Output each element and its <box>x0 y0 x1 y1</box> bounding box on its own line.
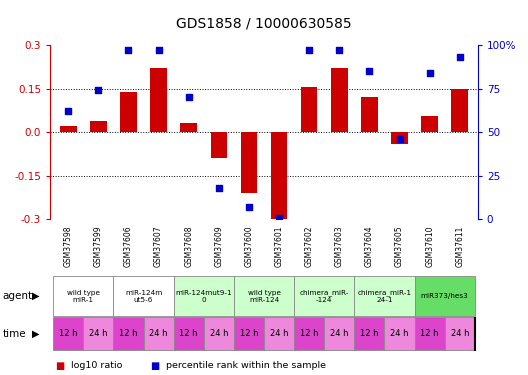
Bar <box>174 276 234 316</box>
Bar <box>114 317 144 350</box>
Text: chimera_miR-
-124: chimera_miR- -124 <box>299 290 349 303</box>
Bar <box>421 116 438 132</box>
Bar <box>264 317 294 350</box>
Text: GSM37610: GSM37610 <box>425 226 434 267</box>
Text: GSM37608: GSM37608 <box>184 226 193 267</box>
Bar <box>354 317 384 350</box>
Text: percentile rank within the sample: percentile rank within the sample <box>166 361 326 370</box>
Text: ▶: ▶ <box>32 329 40 339</box>
Text: 12 h: 12 h <box>59 329 78 338</box>
Text: chimera_miR-1
24-1: chimera_miR-1 24-1 <box>357 290 411 303</box>
Text: GSM37609: GSM37609 <box>214 226 223 267</box>
Bar <box>451 88 468 132</box>
Bar <box>234 317 264 350</box>
Text: 12 h: 12 h <box>360 329 379 338</box>
Bar <box>391 132 408 144</box>
Bar <box>53 317 83 350</box>
Bar <box>324 317 354 350</box>
Text: GSM37605: GSM37605 <box>395 226 404 267</box>
Text: agent: agent <box>3 291 33 301</box>
Point <box>456 54 464 60</box>
Text: 12 h: 12 h <box>180 329 198 338</box>
Bar <box>120 92 137 132</box>
Bar <box>204 317 234 350</box>
Bar <box>83 317 114 350</box>
Text: GDS1858 / 10000630585: GDS1858 / 10000630585 <box>176 17 352 31</box>
Point <box>184 94 193 100</box>
Bar <box>445 317 475 350</box>
Bar <box>241 132 257 193</box>
Text: 12 h: 12 h <box>119 329 138 338</box>
Bar <box>271 132 287 219</box>
Point <box>335 47 344 53</box>
Bar <box>294 276 354 316</box>
Point <box>214 185 223 191</box>
Text: GSM37599: GSM37599 <box>94 226 103 267</box>
Text: GSM37606: GSM37606 <box>124 226 133 267</box>
Point <box>395 136 404 142</box>
Bar <box>384 317 414 350</box>
Bar <box>53 276 114 316</box>
Point <box>64 108 72 114</box>
Text: 12 h: 12 h <box>300 329 318 338</box>
Text: GSM37604: GSM37604 <box>365 226 374 267</box>
Bar <box>211 132 227 158</box>
Text: GSM37600: GSM37600 <box>244 226 253 267</box>
Text: ■: ■ <box>55 361 65 370</box>
Bar <box>150 68 167 132</box>
Text: 24 h: 24 h <box>210 329 228 338</box>
Text: 24 h: 24 h <box>390 329 409 338</box>
Text: GSM37607: GSM37607 <box>154 226 163 267</box>
Text: 24 h: 24 h <box>89 329 108 338</box>
Point <box>365 68 374 74</box>
Bar <box>294 317 324 350</box>
Bar <box>60 126 77 132</box>
Text: GSM37611: GSM37611 <box>455 226 464 267</box>
Point <box>94 87 102 93</box>
Bar <box>144 317 174 350</box>
Text: GSM37601: GSM37601 <box>275 226 284 267</box>
Text: log10 ratio: log10 ratio <box>71 361 122 370</box>
Text: miR-124m
ut5-6: miR-124m ut5-6 <box>125 290 162 303</box>
Text: ■: ■ <box>150 361 160 370</box>
Text: GSM37603: GSM37603 <box>335 226 344 267</box>
Text: 24 h: 24 h <box>149 329 168 338</box>
Bar <box>361 98 378 132</box>
Text: wild type
miR-124: wild type miR-124 <box>248 290 280 303</box>
Point <box>275 214 284 220</box>
Bar <box>181 123 197 132</box>
Bar <box>114 276 174 316</box>
Point <box>305 47 314 53</box>
Text: wild type
miR-1: wild type miR-1 <box>67 290 100 303</box>
Point <box>154 47 163 53</box>
Bar <box>414 317 445 350</box>
Bar <box>174 317 204 350</box>
Text: 24 h: 24 h <box>450 329 469 338</box>
Text: 24 h: 24 h <box>270 329 288 338</box>
Text: ▶: ▶ <box>32 291 40 301</box>
Point <box>244 204 253 210</box>
Text: GSM37598: GSM37598 <box>64 226 73 267</box>
Text: miR373/hes3: miR373/hes3 <box>421 293 468 299</box>
Text: GSM37602: GSM37602 <box>305 226 314 267</box>
Bar <box>331 68 347 132</box>
Bar <box>301 87 317 132</box>
Text: 12 h: 12 h <box>420 329 439 338</box>
Bar <box>414 276 475 316</box>
Bar <box>90 121 107 132</box>
Point <box>124 47 133 53</box>
Text: time: time <box>3 329 26 339</box>
Text: miR-124mut9-1
0: miR-124mut9-1 0 <box>175 290 232 303</box>
Text: 24 h: 24 h <box>330 329 348 338</box>
Bar <box>234 276 294 316</box>
Point <box>426 70 434 76</box>
Bar <box>354 276 414 316</box>
Text: 12 h: 12 h <box>240 329 258 338</box>
